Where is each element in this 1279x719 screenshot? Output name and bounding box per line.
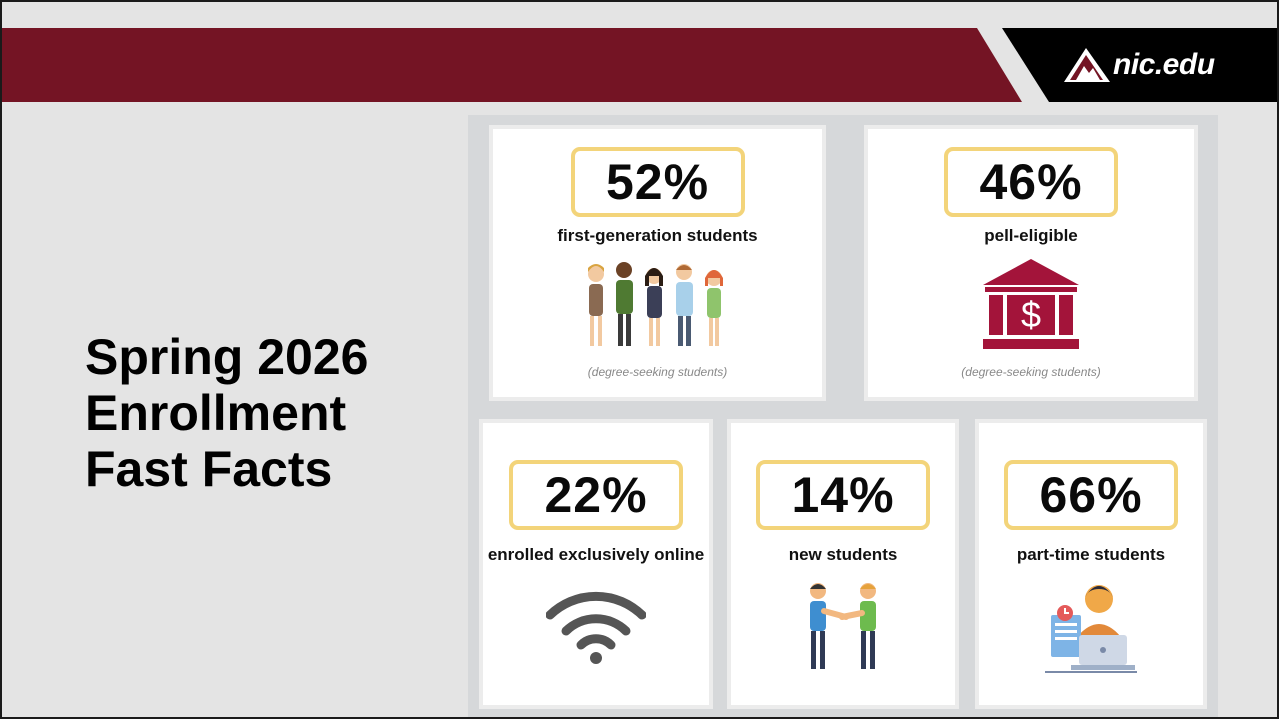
fact-value: 46% (944, 147, 1118, 217)
title-line-2: Enrollment (85, 385, 347, 441)
handshake-icon (810, 583, 876, 669)
svg-text:$: $ (1021, 294, 1041, 335)
fact-card-new-students: 14% new students (727, 419, 959, 709)
fact-card-part-time: 66% part-time students (975, 419, 1207, 709)
fact-note: (degree-seeking students) (961, 365, 1101, 379)
page-title: Spring 2026 Enrollment Fast Facts (85, 329, 368, 497)
fact-label: new students (788, 545, 898, 564)
fact-label: enrolled exclusively online (487, 545, 705, 564)
fact-label: first-generation students (557, 226, 758, 245)
title-line-1: Spring 2026 (85, 329, 369, 385)
top-strip (2, 2, 1277, 28)
fact-card-pell-eligible: 46% pell-eligible $ (degree-seeking stud… (864, 125, 1198, 401)
fact-value: 66% (1004, 460, 1178, 530)
fact-card-online: 22% enrolled exclusively online (479, 419, 713, 709)
fact-card-first-generation: 52% first-generation students (degree-se… (489, 125, 826, 401)
mountain-logo-icon (1064, 48, 1110, 82)
students-group-icon (587, 262, 723, 346)
title-line-3: Fast Facts (85, 441, 333, 497)
fact-value: 22% (509, 460, 683, 530)
logo-text[interactable]: nic.edu (1113, 48, 1215, 81)
fact-label: part-time students (1016, 545, 1166, 564)
logo-block (1002, 28, 1277, 102)
fact-note: (degree-seeking students) (587, 365, 728, 379)
fact-label: pell-eligible (984, 226, 1078, 245)
fact-value: 52% (570, 147, 745, 217)
header-banner (2, 28, 1022, 102)
fact-value: 14% (756, 460, 930, 530)
laptop-student-icon (1045, 585, 1137, 673)
wifi-icon (546, 591, 646, 664)
bank-dollar-icon: $ (983, 259, 1079, 349)
